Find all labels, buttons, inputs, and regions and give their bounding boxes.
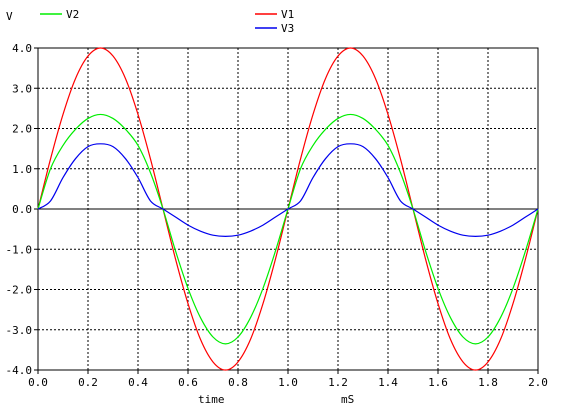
legend-label-v2: V2 [66, 8, 79, 21]
x-tick-label: 1.0 [278, 376, 298, 389]
y-tick-label: 1.0 [12, 163, 32, 176]
series-layer [37, 47, 539, 371]
x-tick-label: 0.8 [228, 376, 248, 389]
x-tick-label: 1.6 [428, 376, 448, 389]
x-tick-label: 0.4 [128, 376, 148, 389]
y-tick-label: -2.0 [6, 284, 33, 297]
legend: V1 V2 V3 [40, 8, 294, 35]
y-tick-label: -4.0 [6, 364, 33, 377]
x-tick-label: 0.2 [78, 376, 98, 389]
x-tick-label: 0.0 [28, 376, 48, 389]
x-axis-label: time [198, 393, 225, 406]
series-line-v3 [37, 143, 539, 237]
x-tick-label: 0.6 [178, 376, 198, 389]
y-tick-labels: 4.0 3.0 2.0 1.0 0.0 -1.0 -2.0 -3.0 -4.0 [6, 42, 33, 377]
y-axis-label: V [6, 10, 13, 23]
x-tick-labels: 0.0 0.2 0.4 0.6 0.8 1.0 1.2 1.4 1.6 1.8 2.0 [28, 376, 548, 389]
y-tick-label: 4.0 [12, 42, 32, 55]
x-tick-label: 1.8 [478, 376, 498, 389]
legend-label-v3: V3 [281, 22, 294, 35]
x-tick-label: 2.0 [528, 376, 548, 389]
x-tick-label: 1.4 [378, 376, 398, 389]
y-tick-label: 0.0 [12, 203, 32, 216]
legend-label-v1: V1 [281, 8, 294, 21]
y-tick-label: -3.0 [6, 324, 33, 337]
y-tick-label: 2.0 [12, 123, 32, 136]
y-tick-label: -1.0 [6, 243, 33, 256]
x-axis-unit: mS [341, 393, 354, 406]
y-tick-label: 3.0 [12, 82, 32, 95]
x-tick-label: 1.2 [328, 376, 348, 389]
